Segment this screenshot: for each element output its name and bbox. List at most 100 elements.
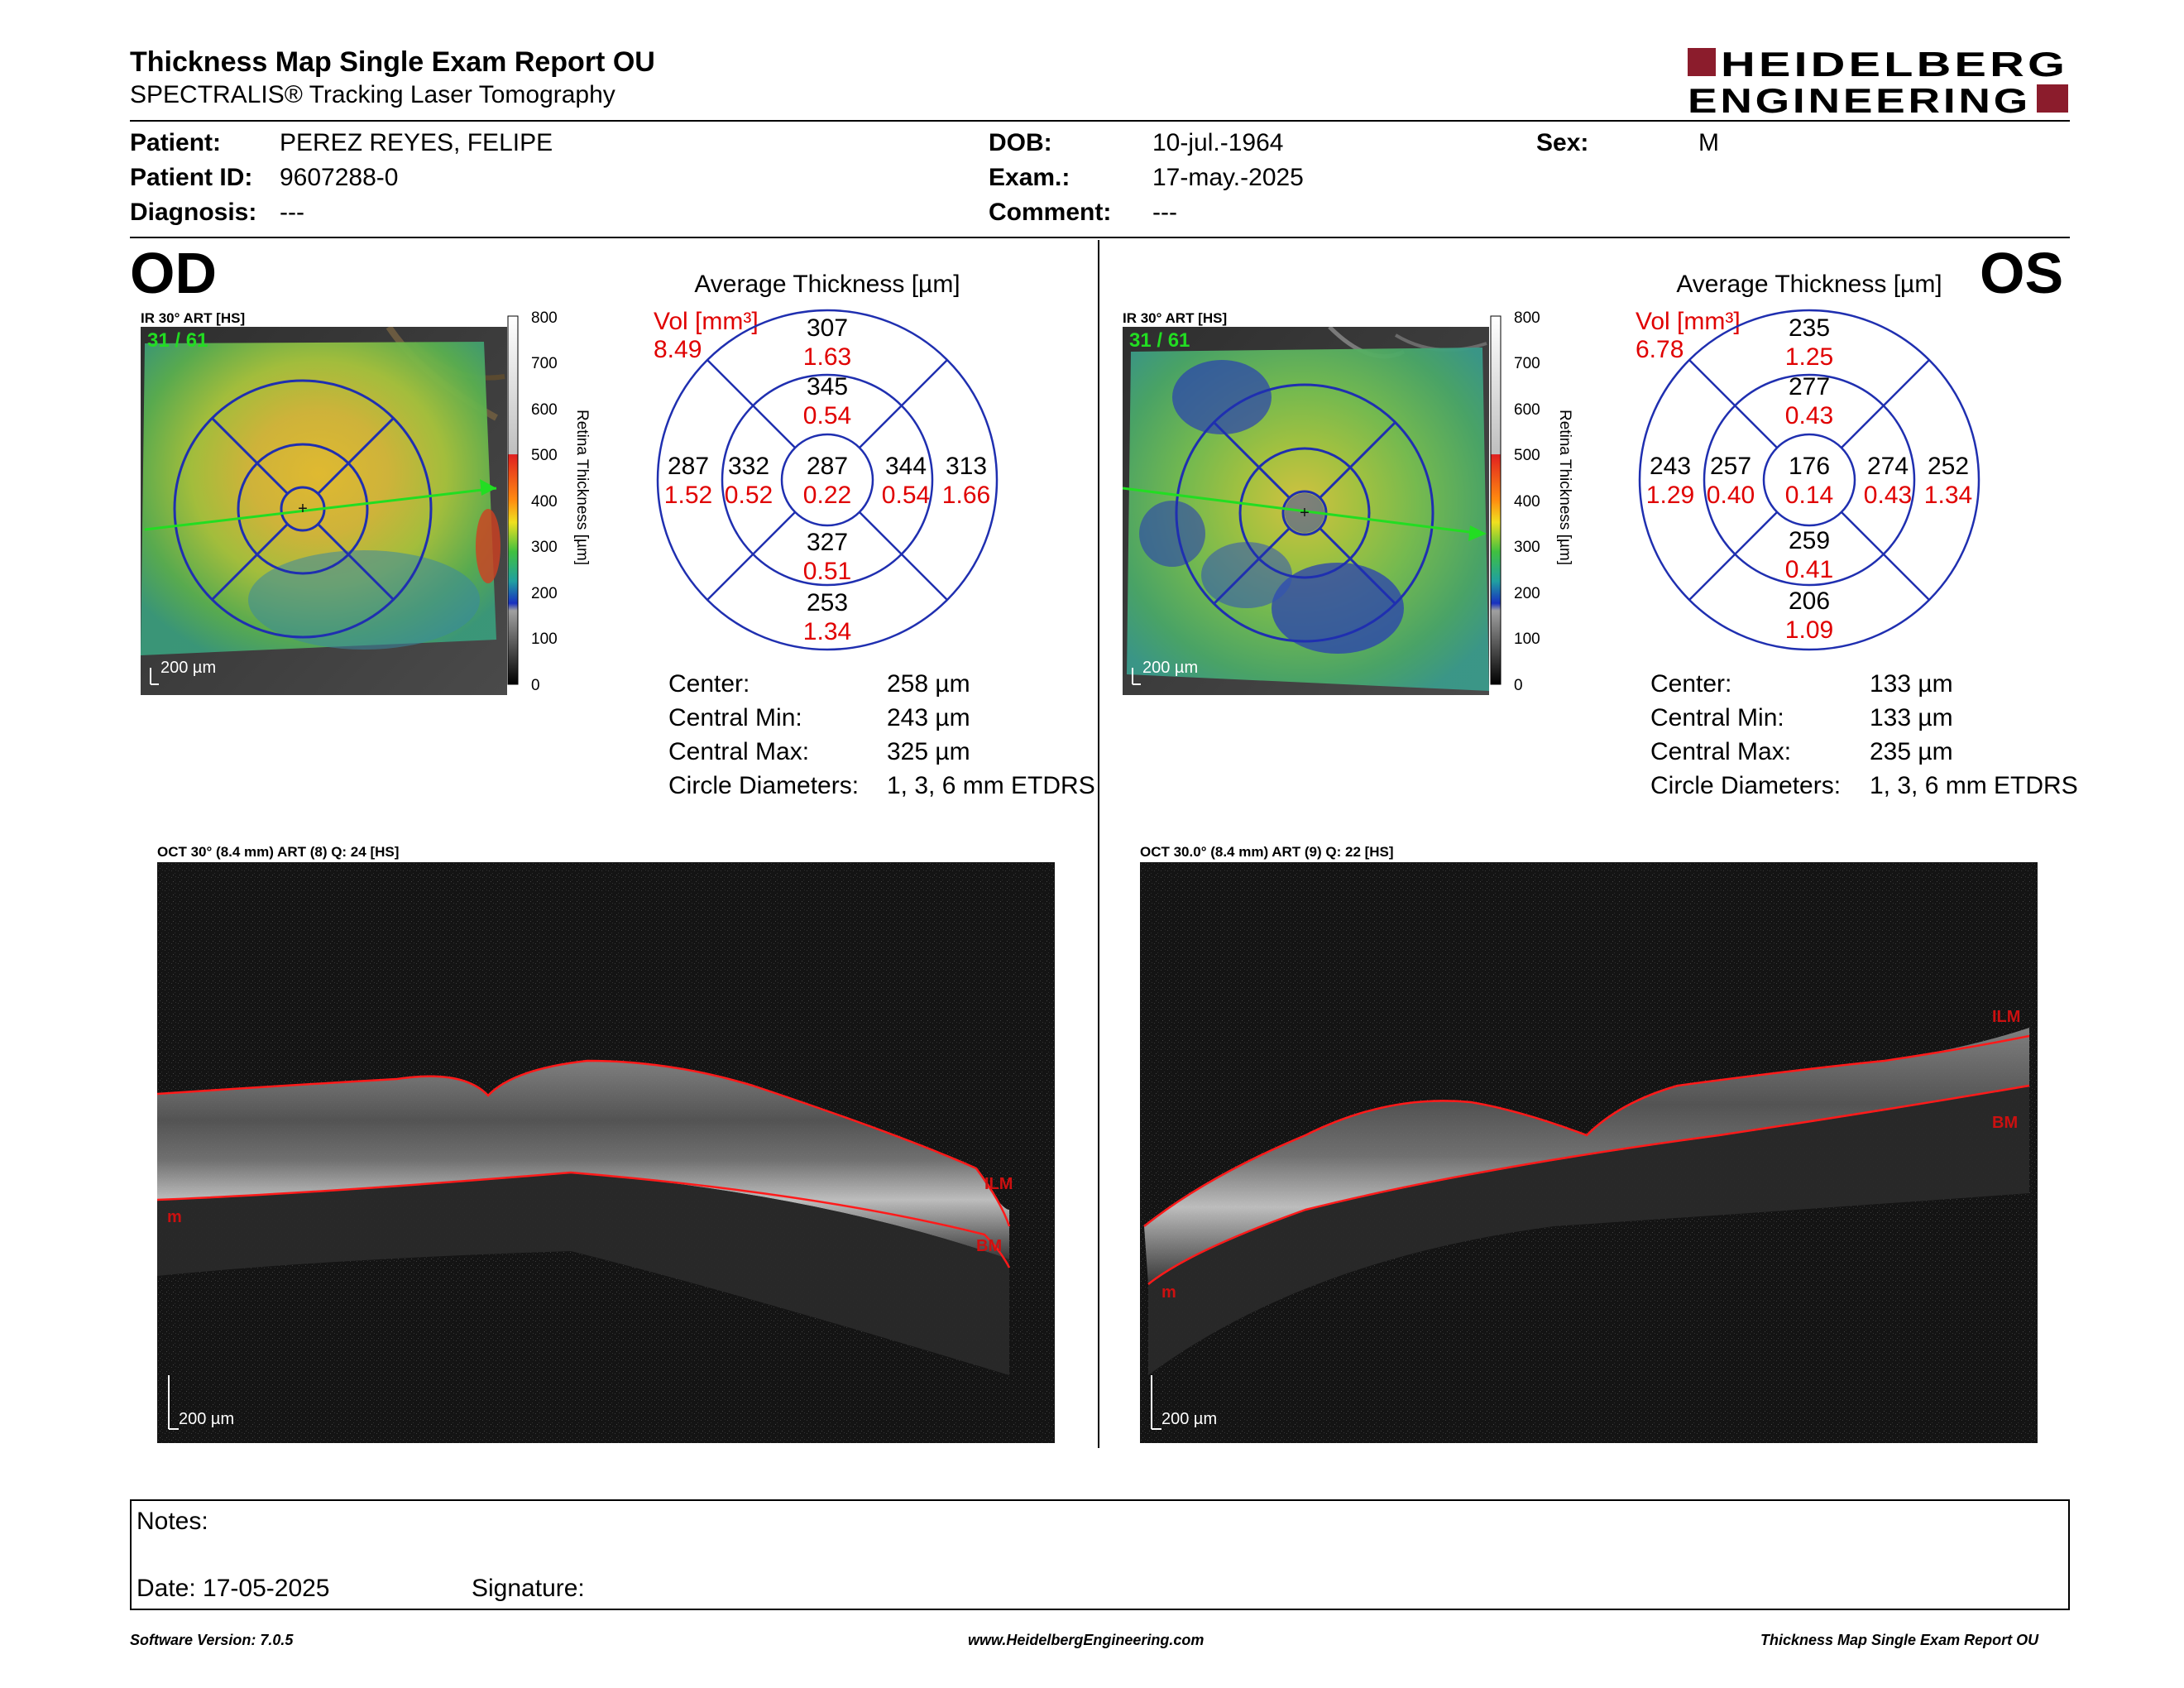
os-cbar-tick: 500	[1514, 447, 1540, 464]
patient-id-label: Patient ID:	[130, 164, 253, 191]
od-etdrs-grid: 307 1.63 345 0.54 287 0.22 332 0.52 344 …	[656, 309, 999, 651]
os-inner-left-volume: 0.40	[1707, 482, 1755, 509]
os-cbar-tick: 400	[1514, 493, 1540, 511]
od-stat-label: Center:	[668, 670, 750, 698]
od-map-scale: 200 µm	[160, 659, 216, 677]
os-outer-inf-volume: 1.09	[1785, 616, 1833, 644]
os-bm-line	[1147, 1084, 2030, 1285]
svg-text:+: +	[1300, 504, 1310, 522]
date-label: Date: 17-05-2025	[136, 1575, 330, 1602]
od-ir-label: IR 30° ART [HS]	[141, 310, 246, 326]
os-outer-sup-volume: 1.25	[1785, 343, 1833, 371]
exam-label: Exam.:	[989, 164, 1070, 191]
os-oct-scale: 200 µm	[1161, 1410, 1217, 1428]
os-outer-left-thickness: 243	[1650, 453, 1691, 480]
od-cbar-tick: 0	[531, 677, 540, 694]
dob-label: DOB:	[989, 129, 1052, 156]
os-cbar-title: Retina Thickness [µm]	[1556, 410, 1573, 565]
report-title: Thickness Map Single Exam Report OU	[130, 46, 655, 78]
os-cbar-tick: 200	[1514, 585, 1540, 602]
od-stat-label: Central Max:	[668, 738, 810, 765]
eye-os-label: OS	[1980, 241, 2064, 305]
od-avg-title: Average Thickness [µm]	[694, 271, 960, 298]
od-cbar-tick: 600	[531, 401, 558, 419]
od-center-volume: 0.22	[803, 482, 851, 509]
notes-box[interactable]	[130, 1499, 2070, 1610]
os-scan-line	[1123, 487, 1483, 535]
footer-website: www.HeidelbergEngineering.com	[968, 1632, 1205, 1648]
os-cbar-tick: 300	[1514, 539, 1540, 556]
od-inner-sup-volume: 0.54	[803, 402, 851, 429]
od-inner-left-volume: 0.52	[725, 482, 773, 509]
signature-label: Signature:	[472, 1575, 585, 1602]
os-stat-value: 1, 3, 6 mm ETDRS	[1870, 772, 2078, 799]
header-divider	[130, 120, 2070, 122]
os-m-label: m	[1161, 1283, 1176, 1302]
od-thickness-map: + 31 / 61 200 µm	[141, 327, 507, 695]
od-stat-value: 325 µm	[887, 738, 970, 765]
os-thickness-map: + 31 / 61 200 µm	[1123, 327, 1489, 695]
os-bm-label: BM	[1992, 1114, 2018, 1132]
os-inner-sup-thickness: 277	[1789, 373, 1830, 400]
od-outer-right-volume: 1.66	[942, 482, 990, 509]
os-cbar-tick: 600	[1514, 401, 1540, 419]
os-avg-title: Average Thickness [µm]	[1676, 271, 1942, 298]
os-ilm-line	[1143, 1034, 2030, 1227]
od-outer-right-thickness: 313	[946, 453, 987, 480]
od-outer-inf-thickness: 253	[807, 589, 848, 616]
logo-line1: HEIDELBERG	[1721, 46, 2068, 84]
od-inner-right-thickness: 344	[885, 453, 927, 480]
os-inner-inf-thickness: 259	[1789, 527, 1830, 554]
os-inner-sup-volume: 0.43	[1785, 402, 1833, 429]
os-cbar-tick: 800	[1514, 309, 1540, 327]
eye-od-label: OD	[130, 241, 217, 305]
os-vol-total: 6.78	[1636, 336, 1684, 363]
heidelberg-logo: HEIDELBERG ENGINEERING	[1688, 46, 2068, 116]
os-center-volume: 0.14	[1785, 482, 1833, 509]
os-cbar-tick: 0	[1514, 677, 1523, 694]
od-center-thickness: 287	[807, 453, 848, 480]
od-vol-total: 8.49	[654, 336, 702, 363]
od-inner-inf-volume: 0.51	[803, 558, 851, 585]
sex-value: M	[1698, 129, 1719, 156]
os-frame-counter: 31 / 61	[1129, 329, 1190, 352]
patient-id: 9607288-0	[280, 164, 399, 191]
patient-label: Patient:	[130, 129, 222, 156]
od-inner-right-volume: 0.54	[882, 482, 930, 509]
od-inner-left-thickness: 332	[728, 453, 769, 480]
notes-label: Notes:	[136, 1508, 208, 1535]
od-oct-label: OCT 30° (8.4 mm) ART (8) Q: 24 [HS]	[157, 844, 400, 860]
patient-divider	[130, 237, 2070, 238]
os-inner-right-thickness: 274	[1867, 453, 1909, 480]
od-stat-value: 258 µm	[887, 670, 970, 698]
os-stat-label: Circle Diameters:	[1650, 772, 1842, 799]
os-oct-scan: ILM BM m 200 µm	[1140, 862, 2038, 1443]
os-colorbar: 800 700 600 500 400 300 200 100 0 Retina…	[1490, 309, 1573, 694]
os-stat-label: Central Max:	[1650, 738, 1792, 765]
os-stat-label: Central Min:	[1650, 704, 1784, 731]
sex-label: Sex:	[1536, 129, 1589, 156]
os-vol-label: Vol [mm³]	[1636, 308, 1741, 335]
od-outer-sup-thickness: 307	[807, 314, 848, 342]
od-m-label: m	[167, 1208, 182, 1226]
footer-software-version: Software Version: 7.0.5	[130, 1632, 294, 1648]
os-outer-right-thickness: 252	[1928, 453, 1969, 480]
logo-line2: ENGINEERING	[1688, 81, 2031, 116]
os-inner-left-thickness: 257	[1710, 453, 1751, 480]
od-vol-label: Vol [mm³]	[654, 308, 759, 335]
os-inner-right-volume: 0.43	[1864, 482, 1912, 509]
od-colorbar: 800 700 600 500 400 300 200 100 0 Retina…	[507, 309, 591, 694]
od-cbar-tick: 300	[531, 539, 558, 556]
dob-value: 10-jul.-1964	[1152, 129, 1284, 156]
exam-value: 17-may.-2025	[1152, 164, 1304, 191]
od-inner-sup-thickness: 345	[807, 373, 848, 400]
diagnosis-label: Diagnosis:	[130, 199, 257, 226]
os-cbar-tick: 700	[1514, 355, 1540, 372]
od-cbar-tick: 800	[531, 309, 558, 327]
svg-text:+: +	[298, 500, 308, 518]
diagnosis-value: ---	[280, 199, 304, 226]
os-ilm-label: ILM	[1992, 1008, 2020, 1026]
od-cbar-tick: 100	[531, 631, 558, 648]
od-ilm-label: ILM	[984, 1175, 1013, 1193]
od-outer-left-volume: 1.52	[664, 482, 712, 509]
